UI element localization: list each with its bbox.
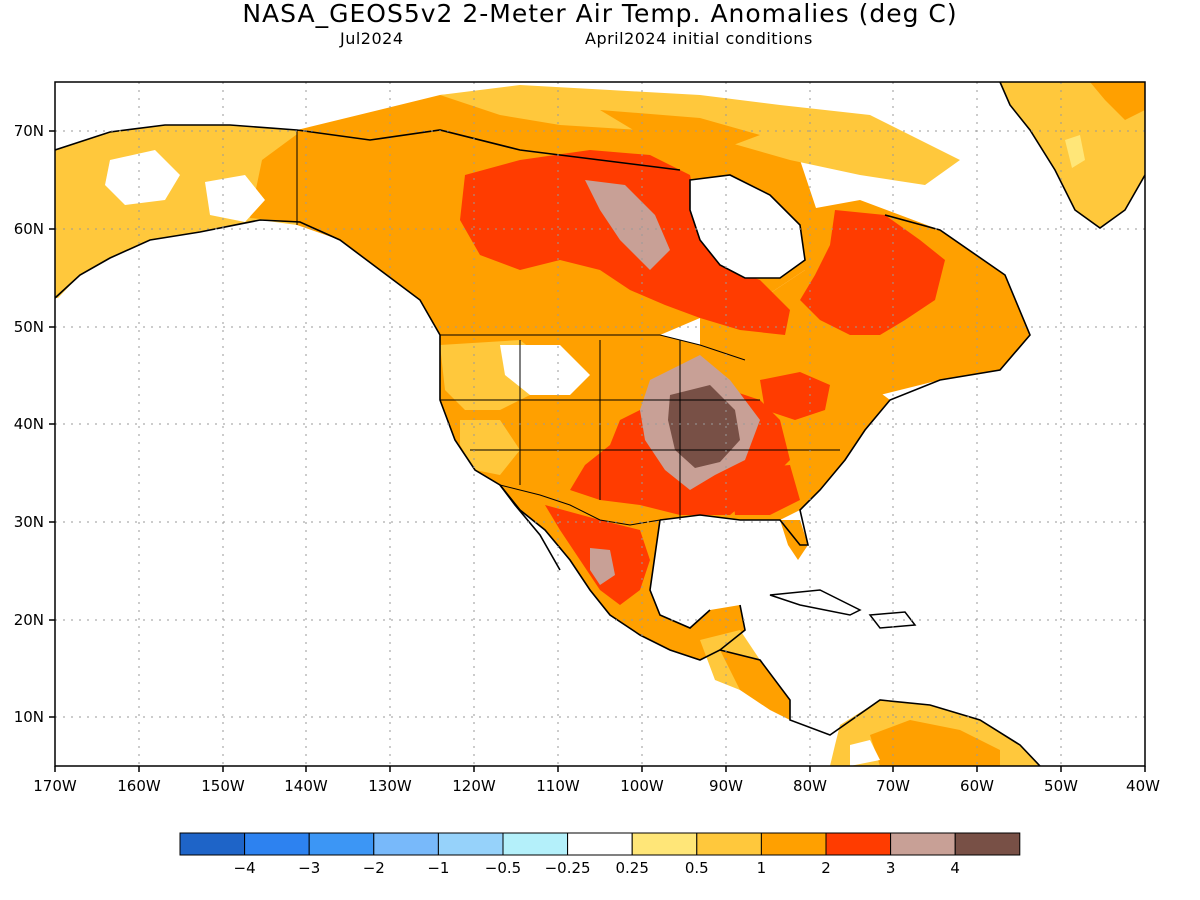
- colorbar-label: 4: [950, 859, 960, 877]
- lat-label: 40N: [14, 415, 44, 433]
- alaska-neutral-patch: [105, 150, 180, 205]
- colorbar-label: 1: [757, 859, 767, 877]
- colorbar-swatch: [825, 832, 892, 856]
- gridlines: [55, 82, 1145, 766]
- colorbar-label: 0.25: [615, 859, 648, 877]
- central-america: [720, 650, 790, 720]
- colorbar: −4 −3 −2 −1 −0.5 −0.25 0.25 0.5 1 2 3 4: [179, 832, 1021, 877]
- colorbar-label: −0.5: [485, 859, 521, 877]
- latitude-axis: 70N 60N 50N 40N 30N 20N 10N: [14, 122, 55, 726]
- us-west-neutral: [500, 345, 590, 395]
- lon-label: 110W: [536, 777, 580, 795]
- us-east-warm: [760, 372, 830, 420]
- lon-label: 120W: [452, 777, 496, 795]
- colorbar-swatch: [760, 832, 827, 856]
- lon-label: 90W: [709, 777, 743, 795]
- colorbar-label: 0.5: [685, 859, 709, 877]
- greenland-neutral-patch: [1065, 135, 1085, 168]
- lon-label: 160W: [117, 777, 161, 795]
- colorbar-label: −1: [427, 859, 449, 877]
- longitude-axis: 170W 160W 150W 140W 130W 120W 110W 100W …: [33, 766, 1160, 795]
- colorbar-swatch: [244, 832, 310, 856]
- hudson-bay: [690, 175, 805, 278]
- colorbar-swatch: [890, 832, 956, 856]
- colorbar-label: −3: [298, 859, 320, 877]
- arctic-islands-warm: [600, 110, 760, 150]
- colorbar-label: −4: [234, 859, 256, 877]
- colorbar-swatch: [308, 832, 375, 856]
- alaska-neutral-patch-2: [205, 175, 265, 222]
- mexico-hot-spot: [590, 548, 615, 585]
- cuba: [769, 589, 862, 616]
- colorbar-swatch: [631, 832, 698, 856]
- lon-label: 140W: [284, 777, 328, 795]
- lon-label: 150W: [201, 777, 245, 795]
- lon-label: 40W: [1126, 777, 1160, 795]
- lat-label: 20N: [14, 611, 44, 629]
- lon-label: 100W: [620, 777, 664, 795]
- colorbar-label: 2: [821, 859, 831, 877]
- colorbar-swatch: [179, 832, 246, 856]
- colorbar-swatch: [696, 832, 762, 856]
- colorbar-swatch: [954, 832, 1021, 856]
- colorbar-label: −0.25: [545, 859, 591, 877]
- colorbar-swatch: [502, 832, 569, 856]
- south-america-warm: [870, 720, 1000, 766]
- colorbar-swatch: [567, 832, 633, 856]
- us-midwest-extreme: [668, 385, 740, 468]
- us-southeast-warm: [730, 465, 800, 515]
- quebec-warm-core: [800, 210, 945, 335]
- colorbar-label: 3: [886, 859, 896, 877]
- lon-label: 50W: [1044, 777, 1078, 795]
- lat-label: 70N: [14, 122, 44, 140]
- hudson-hot-spot: [585, 180, 670, 270]
- us-southwest-mild: [460, 420, 520, 475]
- lon-label: 60W: [960, 777, 994, 795]
- colorbar-swatch: [373, 832, 439, 856]
- forecast-month: Jul2024: [340, 29, 404, 48]
- greenland-warm: [1090, 82, 1145, 120]
- lat-label: 30N: [14, 513, 44, 531]
- coastlines: [55, 82, 1145, 766]
- colorbar-label: −2: [363, 859, 385, 877]
- map-title: NASA_GEOS5v2 2-Meter Air Temp. Anomalies…: [242, 0, 958, 28]
- south-america-neutral: [850, 740, 880, 766]
- map-fill-layer: [55, 82, 1145, 766]
- lon-label: 130W: [368, 777, 412, 795]
- initial-conditions: April2024 initial conditions: [585, 29, 813, 48]
- lon-label: 70W: [876, 777, 910, 795]
- lat-label: 50N: [14, 318, 44, 336]
- lat-label: 60N: [14, 220, 44, 238]
- political-boundaries: [296, 130, 840, 526]
- lon-label: 80W: [793, 777, 827, 795]
- lat-label: 10N: [14, 708, 44, 726]
- lon-label: 170W: [33, 777, 77, 795]
- colorbar-swatch: [437, 832, 504, 856]
